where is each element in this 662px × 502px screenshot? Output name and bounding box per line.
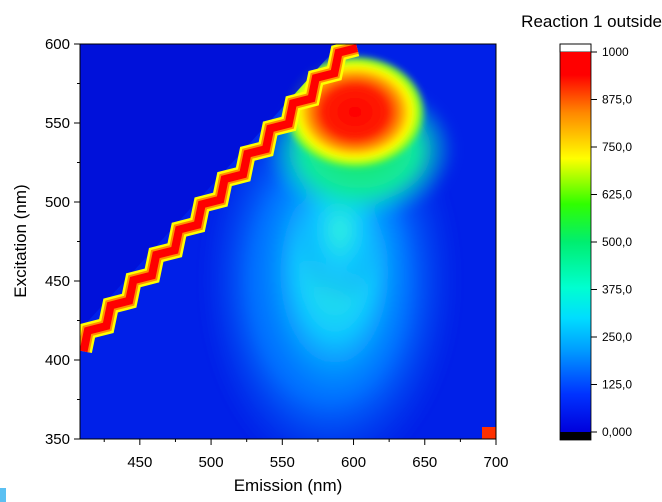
x-tick-label: 700 xyxy=(483,454,508,471)
colorbar-tick-label: 875,0 xyxy=(602,93,632,107)
colorbar xyxy=(559,43,592,441)
colorbar-tick-label: 250,0 xyxy=(602,330,632,344)
y-tick-label: 500 xyxy=(45,194,70,211)
x-tick-label: 600 xyxy=(341,454,366,471)
blue-corner xyxy=(80,44,340,330)
colorbar-tick-label: 1000 xyxy=(602,45,629,59)
heatmap xyxy=(80,44,496,439)
colorbar-gradient xyxy=(560,52,591,432)
corner-scatter xyxy=(482,427,496,439)
colorbar-top xyxy=(559,43,592,53)
x-tick-label: 550 xyxy=(270,454,295,471)
colorbar-tick-label: 0,000 xyxy=(602,425,632,439)
x-axis-ticks: 450 500 550 600 650 700 xyxy=(103,439,509,471)
colorbar-tick-label: 500,0 xyxy=(602,235,632,249)
colorbar-tick-label: 375,0 xyxy=(602,283,632,297)
y-tick-label: 350 xyxy=(45,431,70,448)
colorbar-ticks: 0,000 125,0 250,0 375,0 500,0 625,0 750,0 875,0… xyxy=(591,45,632,439)
colorbar-tick-label: 750,0 xyxy=(602,140,632,154)
colorbar-bottom xyxy=(560,432,591,440)
y-axis-label: Excitation (nm) xyxy=(11,184,30,297)
scatter-core xyxy=(80,44,359,353)
y-tick-label: 550 xyxy=(45,115,70,132)
colorbar-tick-label: 125,0 xyxy=(602,378,632,392)
x-tick-label: 500 xyxy=(199,454,224,471)
rayleigh-scatter-line xyxy=(80,44,360,354)
x-axis-label: Emission (nm) xyxy=(234,476,343,495)
x-tick-label: 650 xyxy=(412,454,437,471)
colorbar-tick-label: 625,0 xyxy=(602,188,632,202)
y-tick-label: 600 xyxy=(45,36,70,53)
corner-mark xyxy=(0,488,6,502)
y-tick-label: 450 xyxy=(45,273,70,290)
x-tick-label: 450 xyxy=(127,454,152,471)
y-axis-ticks: 350 400 450 500 550 600 xyxy=(45,36,80,448)
y-tick-label: 400 xyxy=(45,352,70,369)
legend-title: Reaction 1 outside xyxy=(521,12,662,31)
